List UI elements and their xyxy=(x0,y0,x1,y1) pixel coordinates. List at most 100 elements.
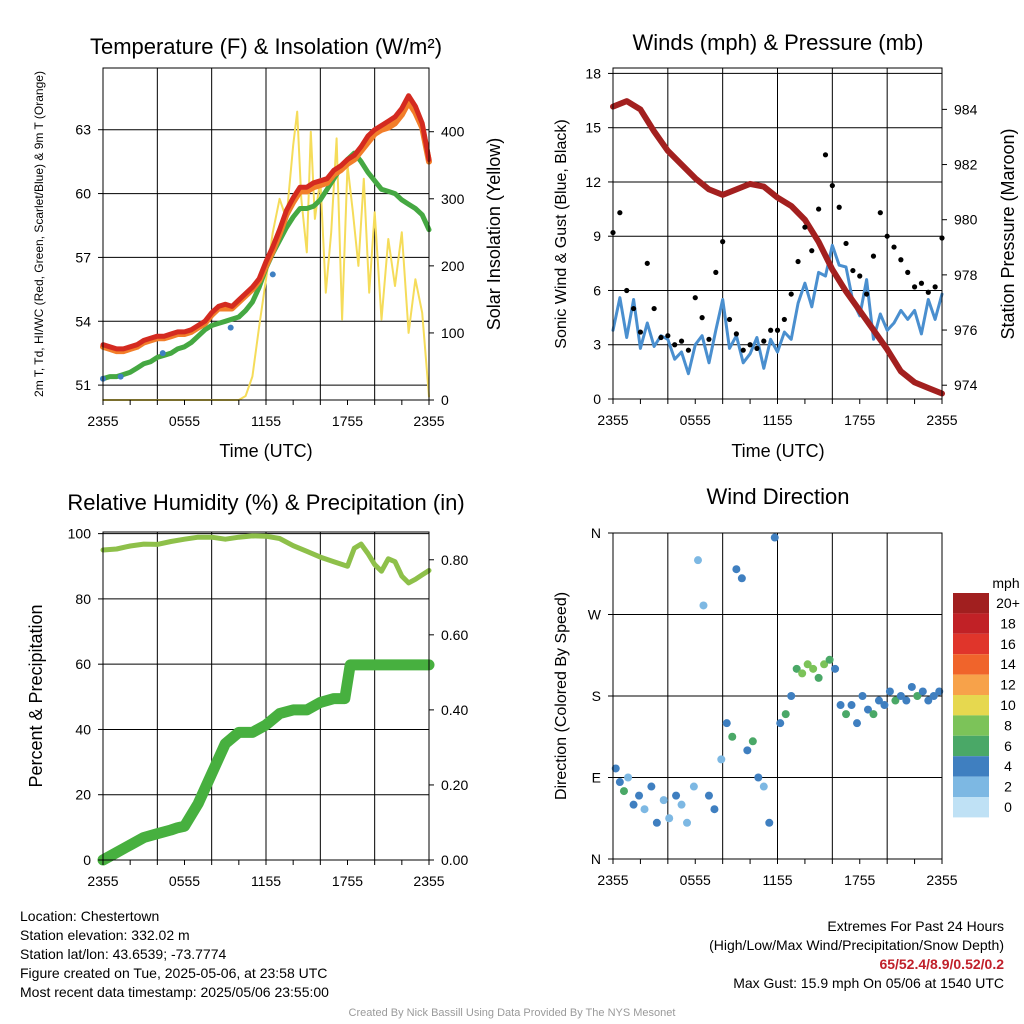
direction-point xyxy=(885,687,894,696)
direction-point xyxy=(792,664,801,673)
rh-y-right-tick-label: 0.60 xyxy=(441,627,468,643)
direction-point xyxy=(924,696,933,705)
direction-point xyxy=(635,791,644,800)
max-gust-text: Max Gust: 15.9 mph On 05/06 at 1540 UTC xyxy=(733,975,1004,991)
dir-y-tick-label: E xyxy=(592,770,601,786)
direction-point xyxy=(781,710,790,719)
direction-point xyxy=(699,601,708,610)
rh-y-tick-label: 40 xyxy=(75,721,91,737)
colorbar-label: 10 xyxy=(1000,697,1016,713)
gust-point xyxy=(781,316,787,323)
temp-x-tick-label: 1155 xyxy=(251,413,281,429)
gust-point xyxy=(644,260,650,266)
gust-point xyxy=(822,152,829,158)
gust-point xyxy=(630,305,637,312)
direction-point xyxy=(902,696,911,705)
colorbar-label: 16 xyxy=(1000,636,1016,652)
rh-y-tick-label: 100 xyxy=(68,526,92,542)
wind-y-right-tick-label: 982 xyxy=(954,157,978,173)
gust-point xyxy=(658,334,664,341)
gust-point xyxy=(720,239,726,245)
rh-x-tick-label: 2355 xyxy=(413,873,444,889)
relative-humidity-line xyxy=(100,533,432,586)
direction-point xyxy=(652,818,661,827)
gust-point xyxy=(918,280,925,286)
temp-y-tick-label: 60 xyxy=(75,186,91,202)
dir-x-tick-label: 2355 xyxy=(926,872,957,888)
sonic-wind-line xyxy=(611,243,944,376)
wind-x-tick-label: 2355 xyxy=(597,412,628,428)
wind-x-label: Time (UTC) xyxy=(731,441,824,461)
direction-point xyxy=(672,791,681,800)
wind-y-tick-label: 9 xyxy=(593,228,601,244)
gust-point xyxy=(932,284,938,290)
gust-point xyxy=(678,338,685,344)
temp-y-right-tick-label: 100 xyxy=(441,325,465,341)
colorbar-swatch xyxy=(953,776,989,797)
colorbar-label: 14 xyxy=(1000,656,1016,672)
wind-title: Winds (mph) & Pressure (mb) xyxy=(633,30,924,55)
direction-point xyxy=(732,565,741,574)
dir-y-tick-label: S xyxy=(592,688,601,704)
direction-point xyxy=(913,692,922,700)
recent-data-text: Most recent data timestamp: 2025/05/06 2… xyxy=(20,984,329,1000)
direction-point xyxy=(820,660,829,669)
wind-y-right-tick-label: 980 xyxy=(954,212,978,228)
direction-point xyxy=(831,664,840,673)
rh-y-tick-label: 80 xyxy=(75,591,91,607)
direction-point xyxy=(776,719,785,728)
gust-point xyxy=(870,253,877,259)
gust-point xyxy=(795,258,801,265)
extremes-info: Extremes For Past 24 Hours (High/Low/Max… xyxy=(709,917,1004,993)
colorbar-label: 2 xyxy=(1004,779,1012,795)
gust-point xyxy=(905,269,911,275)
rh-x-tick-label: 1755 xyxy=(332,873,363,889)
gust-point xyxy=(672,342,678,348)
dir-title: Wind Direction xyxy=(706,484,849,509)
temp-y-tick-label: 57 xyxy=(75,249,91,265)
direction-point xyxy=(659,796,668,805)
dir-y-tick-label: N xyxy=(591,525,601,541)
temp-x-tick-label: 0555 xyxy=(169,413,200,429)
colorbar-swatch xyxy=(953,633,989,655)
direction-point xyxy=(748,737,757,746)
rh-x-tick-label: 2355 xyxy=(87,873,118,889)
wind-y-right-tick-label: 976 xyxy=(954,322,978,338)
gust-point xyxy=(768,327,774,333)
gust-point xyxy=(877,210,883,216)
direction-point xyxy=(803,660,812,669)
colorbar-swatch xyxy=(953,674,989,695)
direction-point xyxy=(787,692,796,700)
temp-y-right-tick-label: 300 xyxy=(441,191,465,207)
gust-point xyxy=(911,284,918,290)
gust-point xyxy=(884,233,890,239)
gust-point xyxy=(898,257,904,263)
gust-point xyxy=(864,291,870,297)
direction-point xyxy=(689,782,698,791)
gust-point xyxy=(829,182,835,189)
direction-point xyxy=(770,533,779,542)
direction-point xyxy=(722,719,731,728)
wind-y-tick-label: 3 xyxy=(593,337,601,353)
direction-point xyxy=(704,791,713,800)
gust-point xyxy=(754,345,760,351)
gust-point xyxy=(665,333,671,339)
gust-point xyxy=(624,287,630,294)
wind-y-label: Sonic Wind & Gust (Blue, Black) xyxy=(553,119,570,348)
dir-x-tick-label: 0555 xyxy=(680,872,711,888)
gust-point xyxy=(843,240,849,247)
direction-point xyxy=(728,732,737,741)
direction-point xyxy=(863,705,872,714)
direction-point xyxy=(918,687,927,696)
colorbar-swatch xyxy=(953,797,989,818)
wind-y-right-tick-label: 978 xyxy=(954,267,978,283)
colorbar-label: 0 xyxy=(1004,799,1012,815)
direction-point xyxy=(869,710,878,719)
temp-y-right-tick-label: 200 xyxy=(441,258,465,274)
temp-y-tick-label: 54 xyxy=(75,313,91,329)
direction-point xyxy=(935,687,944,696)
colorbar-label: 20+ xyxy=(996,595,1020,611)
gust-point xyxy=(740,347,746,353)
dir-y-tick-label: N xyxy=(591,851,601,867)
colorbar-swatch xyxy=(953,695,989,716)
